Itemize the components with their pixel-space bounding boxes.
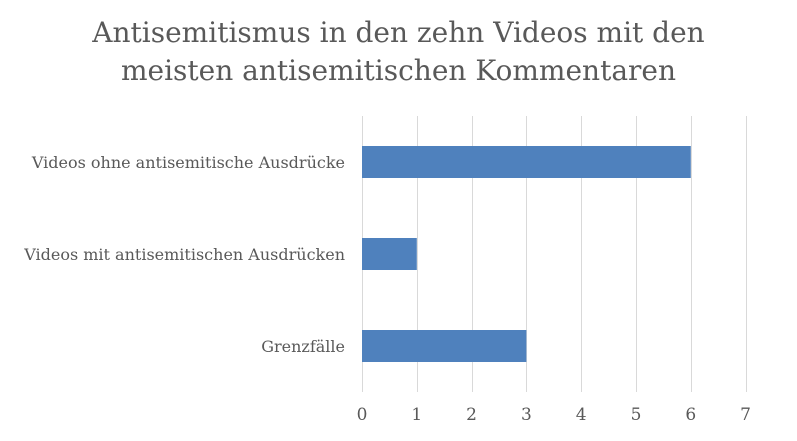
category-labels: Videos ohne antisemitische Ausdrücke Vide… [23,153,345,356]
bar-2 [362,330,527,362]
x-tick-labels: 0 1 2 3 4 5 6 7 [357,405,751,425]
category-label: Grenzfälle [261,337,345,356]
chart-title: Antisemitismus in den zehn Videos mit de… [0,14,797,90]
category-label: Videos mit antisemitischen Ausdrücken [23,245,345,264]
x-tick-label: 3 [521,405,532,425]
x-tick-label: 6 [685,405,696,425]
bars [362,146,691,362]
category-label: Videos ohne antisemitische Ausdrücke [31,153,345,172]
x-tick-label: 0 [357,405,368,425]
chart-title-line-2: meisten antisemitischen Kommentaren [120,54,677,87]
x-tick-label: 1 [411,405,422,425]
x-tick-label: 4 [576,405,587,425]
bar-1 [362,238,417,270]
x-tick-label: 2 [466,405,477,425]
x-tick-label: 7 [740,405,751,425]
chart-title-line-1: Antisemitismus in den zehn Videos mit de… [92,16,705,49]
x-tick-label: 5 [631,405,642,425]
bar-0 [362,146,691,178]
